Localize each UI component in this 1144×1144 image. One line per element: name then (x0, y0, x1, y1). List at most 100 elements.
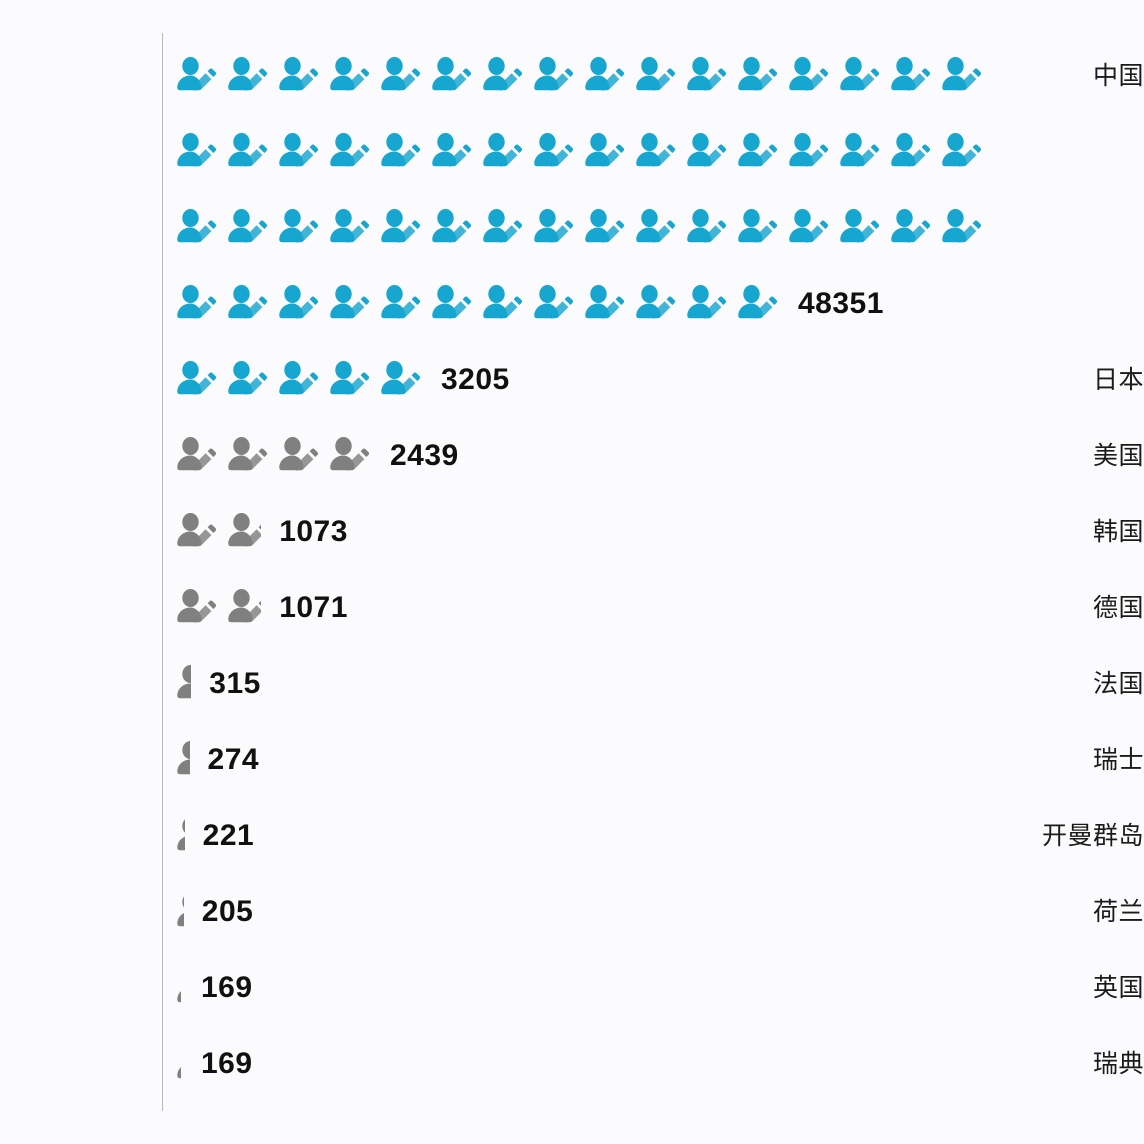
user-edit-icon (636, 133, 676, 167)
pictogram-icon-cell (940, 124, 991, 180)
pictogram-icon-cell (379, 200, 430, 256)
pictogram-icon-cell (277, 352, 328, 408)
user-edit-icon (432, 209, 472, 243)
pictogram-icon-cell (634, 276, 685, 332)
pictogram-row (175, 960, 226, 1016)
pictogram-icon-cell (328, 124, 379, 180)
pictogram-row (175, 352, 430, 408)
user-edit-icon (585, 285, 625, 319)
user-edit-icon (432, 57, 472, 91)
user-edit-icon (228, 589, 261, 623)
pictogram-icon-cell (736, 200, 787, 256)
pictogram-icon-cell (226, 276, 277, 332)
user-edit-icon (177, 437, 217, 471)
pictogram-icon-cell (175, 960, 226, 1016)
pictogram-icon-cell (175, 428, 226, 484)
user-edit-icon (177, 991, 181, 1003)
user-edit-icon (483, 209, 523, 243)
user-edit-icon (228, 285, 268, 319)
pictogram-icon-cell (940, 200, 991, 256)
user-edit-icon (738, 57, 778, 91)
pictogram-icon-cell (532, 200, 583, 256)
user-edit-icon (840, 133, 880, 167)
pictogram-icon-cell (175, 884, 226, 940)
user-edit-icon (891, 209, 931, 243)
pictogram-row (175, 124, 991, 180)
user-edit-icon (942, 57, 982, 91)
pictogram-icon-cell (481, 200, 532, 256)
value-label-5: 1071 (279, 591, 348, 624)
pictogram-icon-cell (787, 48, 838, 104)
pictogram-row (175, 504, 277, 560)
pictogram-icon-cell (175, 1036, 226, 1092)
pictogram-icon-cell (175, 504, 226, 560)
user-edit-icon (636, 209, 676, 243)
pictogram-icon-cell (226, 124, 277, 180)
pictogram-icon-cell (736, 48, 787, 104)
user-edit-icon (483, 285, 523, 319)
pictogram-icon-cell (889, 124, 940, 180)
pictogram-icon-cell (430, 200, 481, 256)
pictogram-row (175, 48, 991, 104)
user-edit-icon (279, 57, 319, 91)
pictogram-icon-cell (379, 276, 430, 332)
category-label-10: 英国 (1092, 973, 1144, 1002)
pictogram-icon-cell (175, 200, 226, 256)
pictogram-icon-cell (430, 48, 481, 104)
value-label-3: 2439 (390, 439, 459, 472)
pictogram-icon-cell (226, 48, 277, 104)
pictogram-icon-cell (889, 48, 940, 104)
user-edit-icon (177, 513, 217, 547)
pictogram-icon-cell (430, 124, 481, 180)
user-edit-icon (381, 133, 421, 167)
pictogram-row (175, 732, 226, 788)
value-label-8: 221 (202, 819, 255, 852)
user-edit-icon (228, 437, 268, 471)
user-edit-icon (789, 57, 829, 91)
pictogram-icon-cell (430, 276, 481, 332)
user-edit-icon (534, 133, 574, 167)
user-edit-icon (585, 57, 625, 91)
value-label-2: 3205 (441, 363, 510, 396)
user-edit-icon (177, 819, 185, 851)
user-edit-icon (177, 285, 217, 319)
user-edit-icon (942, 209, 982, 243)
user-edit-icon (330, 361, 370, 395)
pictogram-icon-cell (532, 48, 583, 104)
pictogram-row (175, 276, 787, 332)
category-label-3: 美国 (1092, 441, 1144, 470)
user-edit-icon (585, 209, 625, 243)
user-edit-icon (738, 285, 778, 319)
user-edit-icon (177, 665, 191, 699)
pictogram-icon-cell (685, 124, 736, 180)
pictogram-row (175, 428, 379, 484)
user-edit-icon (279, 285, 319, 319)
pictogram-icon-cell (277, 48, 328, 104)
pictogram-icon-cell (226, 200, 277, 256)
user-edit-icon (177, 896, 184, 927)
user-edit-icon (330, 133, 370, 167)
user-edit-icon (534, 57, 574, 91)
value-label-4: 1073 (279, 515, 348, 548)
pictogram-icon-cell (940, 48, 991, 104)
pictogram-icon-cell (328, 276, 379, 332)
pictogram-icon-cell (685, 48, 736, 104)
pictogram-icon-cell (583, 124, 634, 180)
pictogram-icon-cell (379, 48, 430, 104)
pictogram-icon-cell (277, 276, 328, 332)
pictogram-icon-cell (175, 352, 226, 408)
category-label-5: 德国 (1092, 593, 1144, 622)
user-edit-icon (177, 741, 190, 775)
pictogram-icon-cell (532, 124, 583, 180)
user-edit-icon (228, 209, 268, 243)
user-edit-icon (330, 57, 370, 91)
pictogram-icon-cell (838, 48, 889, 104)
pictogram-icon-cell (277, 124, 328, 180)
pictogram-row (175, 808, 226, 864)
pictogram-icon-cell (583, 276, 634, 332)
user-edit-icon (738, 133, 778, 167)
pictogram-icon-cell (175, 580, 226, 636)
pictogram-row (175, 200, 991, 256)
pictogram-icon-cell (481, 124, 532, 180)
